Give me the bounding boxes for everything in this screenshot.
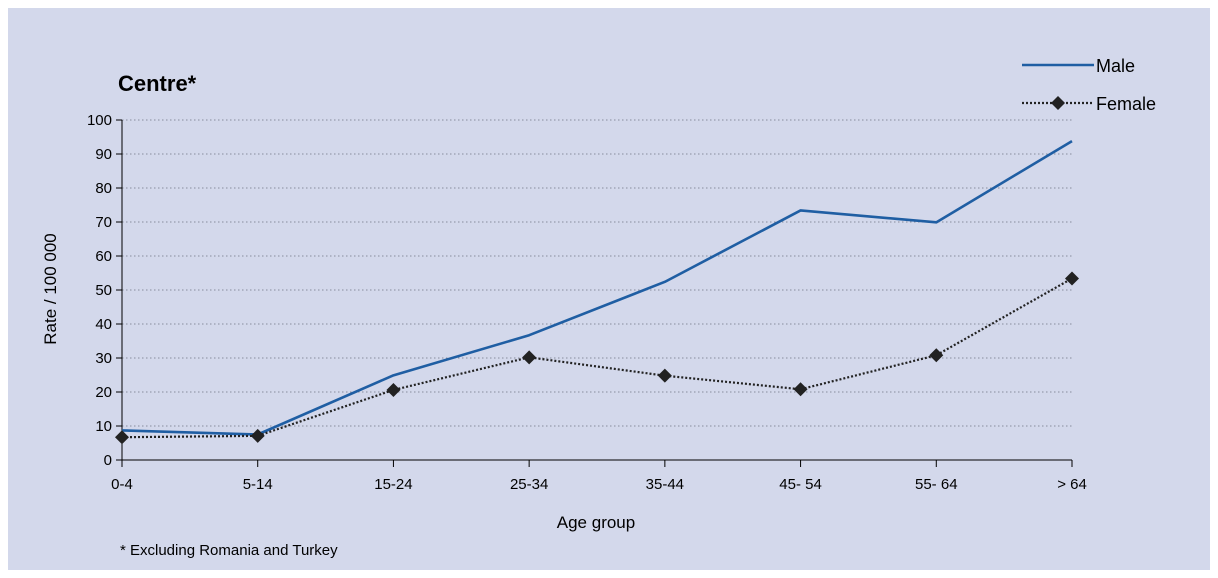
- female-point: [250, 428, 265, 443]
- female-series-line: [121, 277, 1073, 439]
- female-point: [657, 368, 672, 383]
- female-point: [1065, 271, 1079, 286]
- line-chart: Centre* 0 10 20 30 40 50 60 70 80 90 100 0-4 5-14 15…: [41, 56, 1156, 559]
- x-tick-label: 55- 64: [915, 476, 958, 493]
- chart-title: Centre*: [118, 71, 197, 96]
- x-tick-label: 35-44: [646, 476, 684, 493]
- x-tick-label: 25-34: [510, 476, 548, 493]
- y-tick-label: 20: [95, 384, 112, 401]
- axes: [116, 119, 1073, 467]
- y-tick-label: 10: [95, 418, 112, 435]
- y-tick-label: 0: [104, 452, 112, 469]
- chart-panel: Centre* 0 10 20 30 40 50 60 70 80 90 100 0-4 5-14 15…: [8, 8, 1210, 570]
- y-tick-label: 80: [95, 180, 112, 197]
- female-point: [522, 350, 537, 365]
- legend-female-marker: [1051, 96, 1065, 110]
- footnote: * Excluding Romania and Turkey: [120, 542, 338, 559]
- series-lines: [115, 139, 1079, 445]
- x-tick-label: 45- 54: [779, 476, 822, 493]
- x-tick-label: > 64: [1057, 476, 1087, 493]
- female-point: [793, 382, 808, 397]
- y-tick-labels: 0 10 20 30 40 50 60 70 80 90 100: [87, 112, 112, 469]
- y-tick-label: 90: [95, 146, 112, 163]
- female-point: [386, 382, 401, 397]
- y-tick-label: 50: [95, 282, 112, 299]
- x-tick-labels: 0-4 5-14 15-24 25-34 35-44 45- 54 55- 64 > 64: [111, 476, 1087, 493]
- y-tick-label: 100: [87, 112, 112, 129]
- x-axis-title: Age group: [557, 513, 635, 532]
- legend-female-label: Female: [1096, 94, 1156, 114]
- female-point: [929, 348, 944, 363]
- y-tick-label: 40: [95, 316, 112, 333]
- x-tick-label: 0-4: [111, 476, 133, 493]
- y-tick-label: 70: [95, 214, 112, 231]
- y-axis-title: Rate / 100 000: [41, 233, 60, 345]
- x-tick-label: 15-24: [374, 476, 412, 493]
- legend-male-label: Male: [1096, 56, 1135, 76]
- gridlines: [122, 119, 1072, 427]
- x-tick-label: 5-14: [243, 476, 273, 493]
- female-point: [115, 430, 129, 445]
- y-tick-label: 30: [95, 350, 112, 367]
- y-tick-label: 60: [95, 248, 112, 265]
- male-series-line: [121, 139, 1073, 436]
- legend: Male Female: [1022, 56, 1156, 114]
